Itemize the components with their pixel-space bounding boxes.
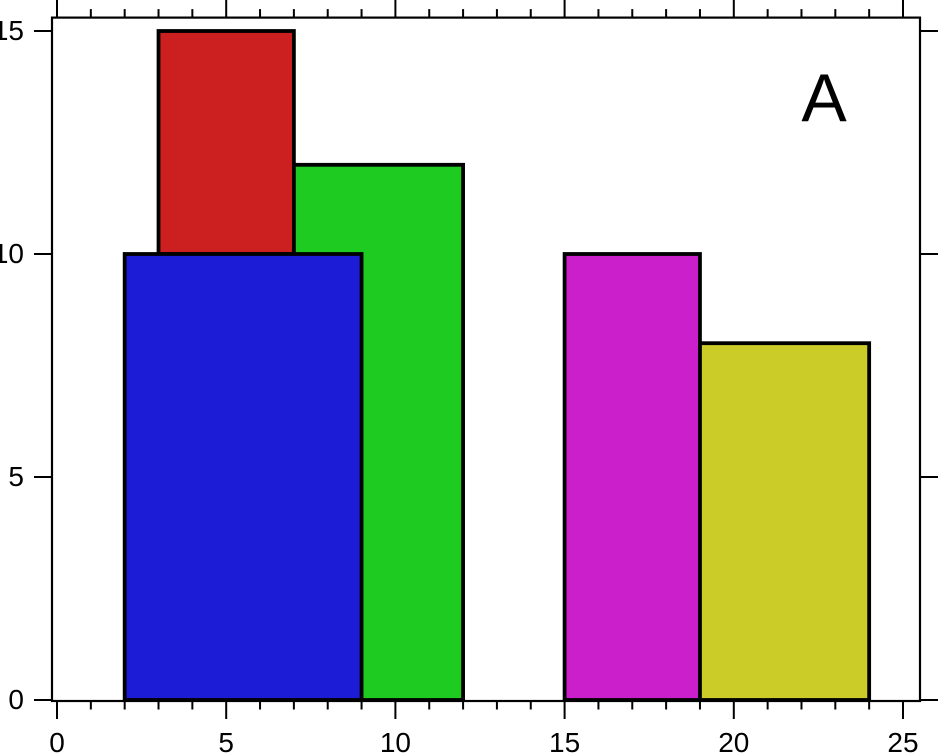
svg-text:15: 15 (549, 727, 580, 753)
svg-text:5: 5 (8, 461, 24, 492)
svg-text:0: 0 (49, 727, 65, 753)
svg-text:15: 15 (0, 15, 24, 46)
svg-text:25: 25 (887, 727, 918, 753)
svg-text:10: 10 (0, 238, 24, 269)
svg-text:0: 0 (8, 684, 24, 715)
svg-text:20: 20 (718, 727, 749, 753)
svg-text:A: A (801, 60, 847, 136)
svg-text:5: 5 (218, 727, 234, 753)
svg-text:10: 10 (380, 727, 411, 753)
